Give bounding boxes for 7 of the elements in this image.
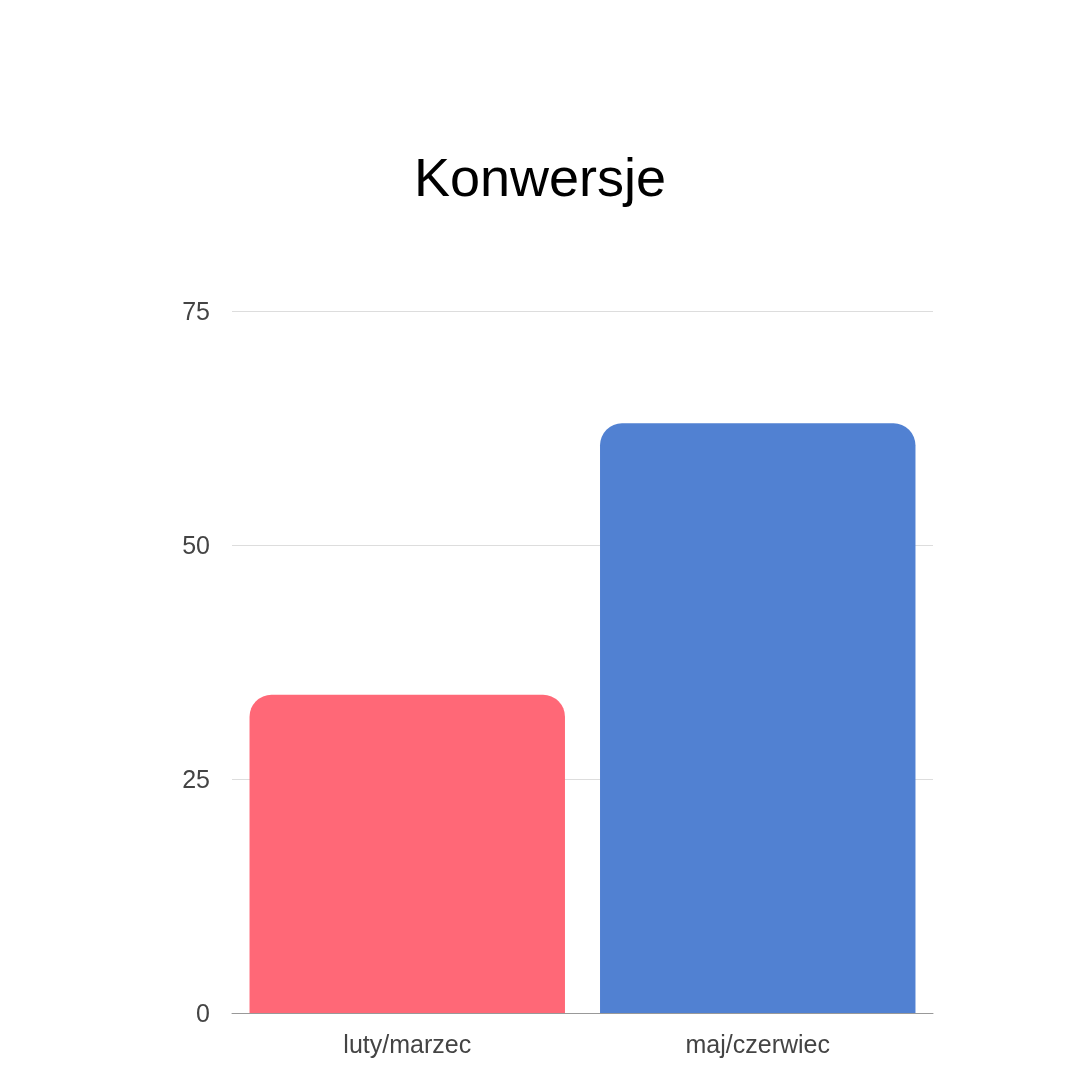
y-tick-label: 50 [182,531,210,559]
chart-title: Konwersje [413,147,667,207]
x-tick-label: maj/czerwiec [685,1029,830,1058]
x-tick-label: luty/marzec [343,1029,472,1058]
y-tick-label: 25 [182,765,210,793]
y-tick-label: 0 [196,999,210,1027]
y-tick-label: 75 [182,297,210,325]
